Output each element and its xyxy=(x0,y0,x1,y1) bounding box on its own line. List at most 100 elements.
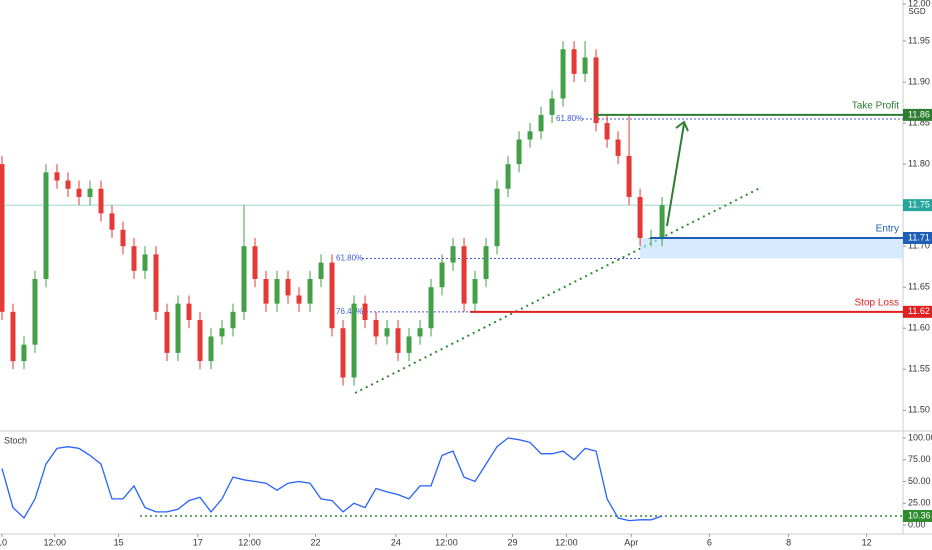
x-tick-label: 15 xyxy=(114,537,124,547)
level-name: Take Profit xyxy=(852,101,899,112)
candle-body xyxy=(241,246,247,312)
x-tick-label: 12 xyxy=(862,537,872,547)
candle-body xyxy=(626,155,632,197)
arrow xyxy=(666,120,689,227)
candle-body xyxy=(637,196,643,238)
candle-body xyxy=(318,262,324,280)
candle-body xyxy=(406,336,412,353)
candle-body xyxy=(417,328,423,337)
candle-body xyxy=(450,246,456,263)
candle-body xyxy=(659,205,665,238)
y-tick-label: 11.95 xyxy=(908,35,930,45)
current-price-label: 11.75 xyxy=(908,200,930,210)
level-name: Stop Loss xyxy=(855,297,899,308)
candle-body xyxy=(263,279,269,304)
candle-body xyxy=(560,49,566,99)
candle-body xyxy=(54,172,60,181)
candle-body xyxy=(43,172,49,280)
candle-body xyxy=(65,180,71,189)
fib-label: 76.40% xyxy=(336,307,363,316)
candle-body xyxy=(538,114,544,132)
candle-body xyxy=(494,188,500,247)
candle-body xyxy=(208,336,214,362)
stoch-tick-label: 25.00 xyxy=(908,498,931,508)
stoch-tick-label: 50.00 xyxy=(908,476,931,486)
candle-body xyxy=(274,279,280,304)
candle-body xyxy=(439,262,445,288)
candle-body xyxy=(186,303,192,321)
candle-body xyxy=(384,328,390,337)
fib-label: 61.80% xyxy=(556,114,583,123)
candle-body xyxy=(197,320,203,362)
stoch-level-label: 10.36 xyxy=(908,510,931,520)
level-price: 11.62 xyxy=(908,306,930,316)
stoch-tick-label: 100.00 xyxy=(908,432,932,442)
candle-body xyxy=(395,328,401,353)
y-tick-label: 12.00 xyxy=(908,0,931,8)
candle-body xyxy=(252,246,258,280)
x-tick-label: 12:00 xyxy=(555,537,578,547)
candle-body xyxy=(10,311,16,362)
level-price-box xyxy=(903,231,932,244)
candle-body xyxy=(505,164,511,189)
candle-body xyxy=(582,57,588,74)
y-tick-label: 11.50 xyxy=(908,405,930,415)
level-price-box xyxy=(903,108,932,121)
candle-body xyxy=(461,246,467,304)
candle-body xyxy=(109,213,115,230)
candle-body xyxy=(351,303,357,378)
x-tick-label: 8 xyxy=(786,537,791,547)
candle-body xyxy=(472,279,478,304)
x-tick-label: 17 xyxy=(193,537,203,547)
candle-body xyxy=(164,311,170,353)
stoch-tick-label: 75.00 xyxy=(908,454,931,464)
x-tick-label: 6 xyxy=(707,537,712,547)
candle-body xyxy=(428,287,434,329)
x-tick-label: 12:00 xyxy=(435,537,458,547)
currency: SGD xyxy=(908,7,926,16)
stoch-level-box xyxy=(903,509,932,522)
candle-body xyxy=(373,320,379,337)
y-tick-label: 11.90 xyxy=(908,76,930,86)
y-tick-label: 11.65 xyxy=(908,282,930,292)
x-tick-label: 24 xyxy=(391,537,401,547)
level-price: 11.71 xyxy=(908,232,930,242)
level-price: 11.86 xyxy=(908,109,930,119)
candle-body xyxy=(76,188,82,197)
stoch-line xyxy=(1,437,663,522)
candle-body xyxy=(516,139,522,165)
candle-body xyxy=(21,344,27,362)
candle-body xyxy=(527,131,533,140)
candle-body xyxy=(98,188,104,214)
candle-body xyxy=(307,279,313,304)
level-name: Entry xyxy=(876,224,899,235)
y-tick-label: 11.85 xyxy=(908,117,930,127)
stoch-title: Stoch xyxy=(4,435,27,445)
x-tick-label: 22 xyxy=(311,537,321,547)
fib-label: 61.80% xyxy=(336,254,363,263)
x-tick-label: 29 xyxy=(507,537,517,547)
y-tick-label: 11.60 xyxy=(908,323,930,333)
candle-body xyxy=(340,328,346,378)
candle-body xyxy=(0,164,5,312)
candle-body xyxy=(32,279,38,345)
candle-body xyxy=(329,262,335,329)
candle-body xyxy=(131,246,137,271)
x-tick-label: 12:00 xyxy=(238,537,261,547)
candle-body xyxy=(483,246,489,280)
stoch-tick-label: 0.00 xyxy=(908,519,926,529)
candle-body xyxy=(175,303,181,353)
y-tick-label: 11.70 xyxy=(908,241,930,251)
candle-body xyxy=(604,123,610,140)
candle-body xyxy=(615,139,621,156)
x-tick-label: Apr xyxy=(624,537,638,547)
candle-body xyxy=(362,303,368,321)
y-tick-label: 11.55 xyxy=(908,364,930,374)
candle-body xyxy=(296,295,302,304)
candle-body xyxy=(120,229,126,247)
candle-body xyxy=(285,279,291,296)
candle-body xyxy=(571,49,577,74)
level-price-box xyxy=(903,305,932,318)
entry-zone xyxy=(640,237,903,259)
